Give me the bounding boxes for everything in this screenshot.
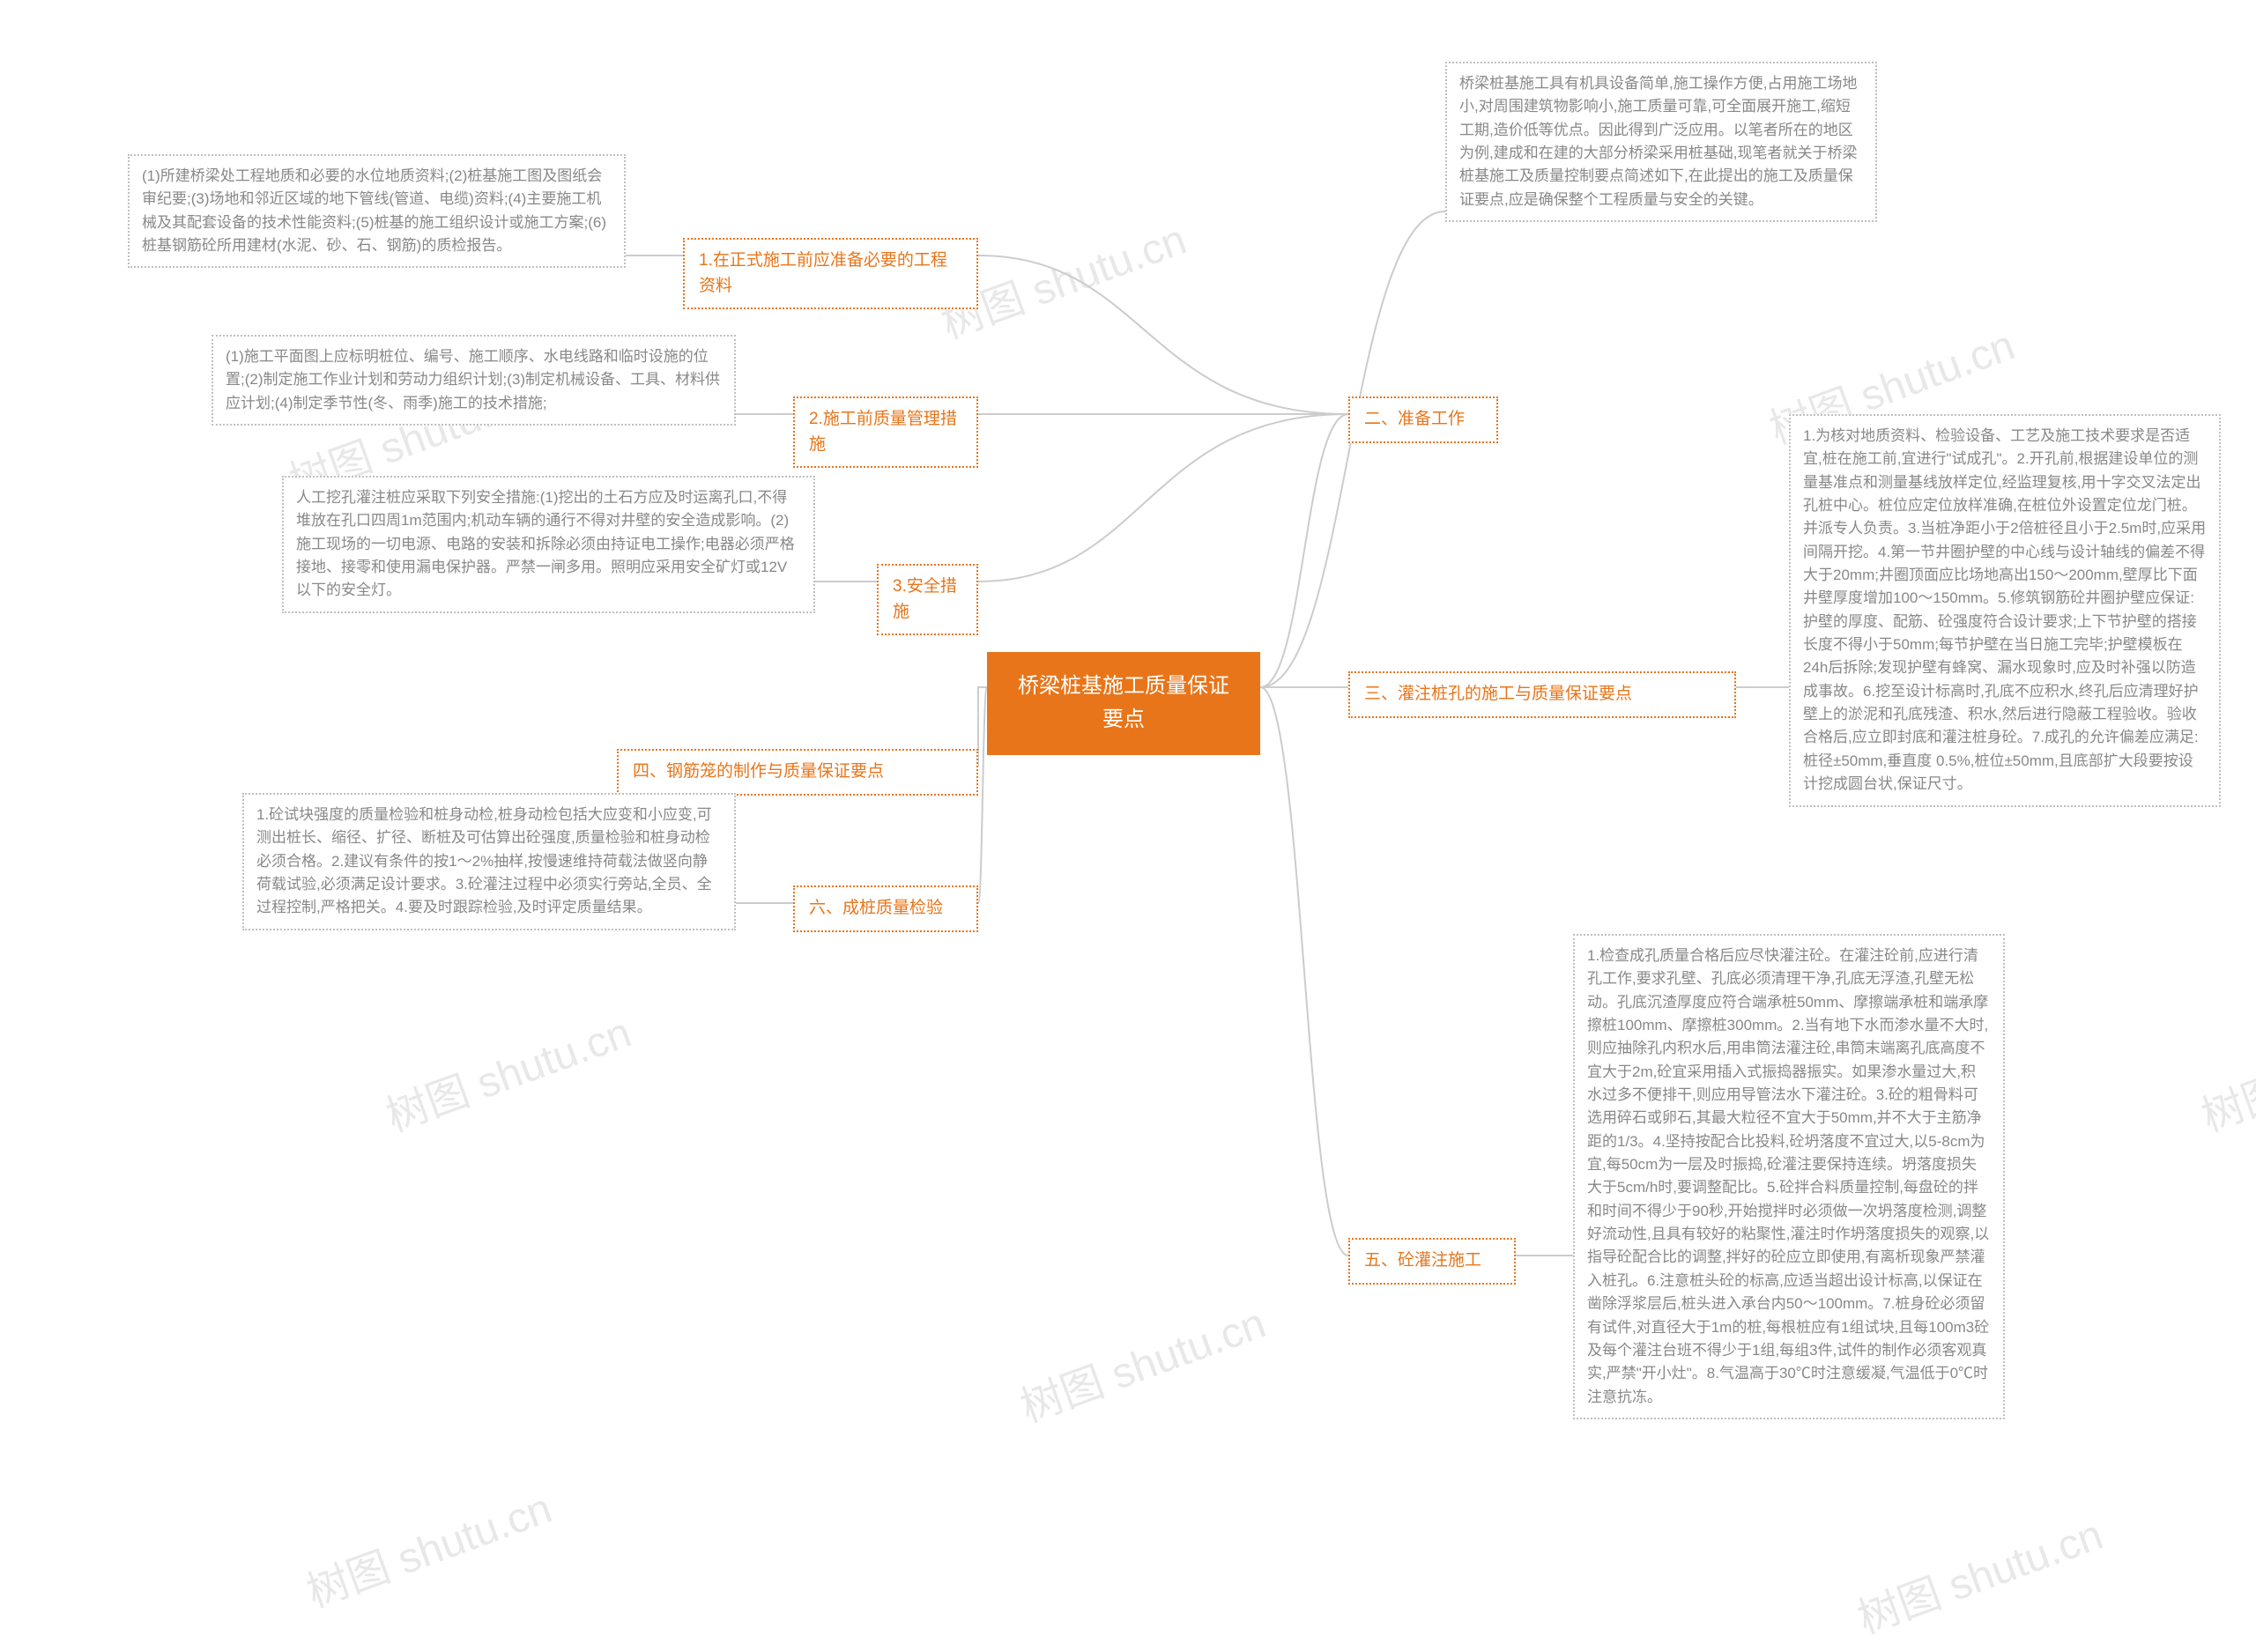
- branch-preparation-child-3[interactable]: 3.安全措施: [877, 564, 978, 635]
- branch-preparation-child-2[interactable]: 2.施工前质量管理措施: [793, 396, 978, 468]
- watermark: 树图 shutu.cn: [376, 997, 638, 1143]
- branch-rebar-cage-label: 四、钢筋笼的制作与质量保证要点: [633, 762, 884, 781]
- branch-concrete-pour-label: 五、砼灌注施工: [1364, 1251, 1481, 1270]
- leaf-quality-check-text: 1.砼试块强度的质量检验和桩身动检,桩身动检包括大应变和小应变,可测出桩长、缩径…: [256, 806, 712, 915]
- leaf-concrete-pour[interactable]: 1.检查成孔质量合格后应尽快灌注砼。在灌注砼前,应进行清孔工作,要求孔壁、孔底必…: [1573, 934, 2005, 1419]
- leaf-preparation-3-text: 人工挖孔灌注桩应采取下列安全措施:(1)挖出的土石方应及时运离孔口,不得堆放在孔…: [296, 489, 795, 598]
- intro-text-content: 桥梁桩基施工具有机具设备简单,施工操作方便,占用施工场地小,对周围建筑物影响小,…: [1459, 75, 1857, 208]
- leaf-preparation-3[interactable]: 人工挖孔灌注桩应采取下列安全措施:(1)挖出的土石方应及时运离孔口,不得堆放在孔…: [282, 476, 815, 613]
- root-label: 桥梁桩基施工质量保证要点: [1018, 674, 1229, 731]
- intro-text[interactable]: 桥梁桩基施工具有机具设备简单,施工操作方便,占用施工场地小,对周围建筑物影响小,…: [1445, 62, 1877, 222]
- mindmap-root[interactable]: 桥梁桩基施工质量保证要点: [987, 652, 1260, 755]
- branch-preparation-child-1[interactable]: 1.在正式施工前应准备必要的工程资料: [683, 238, 978, 309]
- branch-pile-hole-label: 三、灌注桩孔的施工与质量保证要点: [1364, 685, 1632, 703]
- branch-rebar-cage[interactable]: 四、钢筋笼的制作与质量保证要点: [617, 749, 978, 796]
- branch-quality-check-label: 六、成桩质量检验: [809, 899, 943, 917]
- branch-pile-hole[interactable]: 三、灌注桩孔的施工与质量保证要点: [1348, 671, 1736, 718]
- leaf-pile-hole[interactable]: 1.为核对地质资料、检验设备、工艺及施工技术要求是否适宜,桩在施工前,宜进行"试…: [1789, 414, 2221, 807]
- leaf-quality-check[interactable]: 1.砼试块强度的质量检验和桩身动检,桩身动检包括大应变和小应变,可测出桩长、缩径…: [242, 793, 736, 930]
- watermark: 树图 shutu.cn: [2192, 997, 2256, 1143]
- watermark: 树图 shutu.cn: [297, 1473, 559, 1619]
- watermark: 树图 shutu.cn: [1848, 1500, 2110, 1645]
- branch-preparation-child-1-label: 1.在正式施工前应准备必要的工程资料: [699, 251, 947, 295]
- leaf-pile-hole-text: 1.为核对地质资料、检验设备、工艺及施工技术要求是否适宜,桩在施工前,宜进行"试…: [1803, 427, 2206, 792]
- branch-preparation-child-3-label: 3.安全措施: [893, 577, 957, 621]
- branch-concrete-pour[interactable]: 五、砼灌注施工: [1348, 1238, 1516, 1285]
- branch-preparation-label: 二、准备工作: [1364, 410, 1465, 428]
- leaf-preparation-2-text: (1)施工平面图上应标明桩位、编号、施工顺序、水电线路和临时设施的位置;(2)制…: [226, 348, 720, 411]
- leaf-preparation-1[interactable]: (1)所建桥梁处工程地质和必要的水位地质资料;(2)桩基施工图及图纸会审纪要;(…: [128, 154, 626, 268]
- branch-preparation[interactable]: 二、准备工作: [1348, 396, 1498, 443]
- leaf-preparation-2[interactable]: (1)施工平面图上应标明桩位、编号、施工顺序、水电线路和临时设施的位置;(2)制…: [212, 335, 736, 426]
- leaf-preparation-1-text: (1)所建桥梁处工程地质和必要的水位地质资料;(2)桩基施工图及图纸会审纪要;(…: [142, 167, 606, 254]
- branch-preparation-child-2-label: 2.施工前质量管理措施: [809, 410, 957, 454]
- leaf-concrete-pour-text: 1.检查成孔质量合格后应尽快灌注砼。在灌注砼前,应进行清孔工作,要求孔壁、孔底必…: [1587, 947, 1989, 1405]
- watermark: 树图 shutu.cn: [1011, 1288, 1273, 1433]
- branch-quality-check[interactable]: 六、成桩质量检验: [793, 885, 978, 932]
